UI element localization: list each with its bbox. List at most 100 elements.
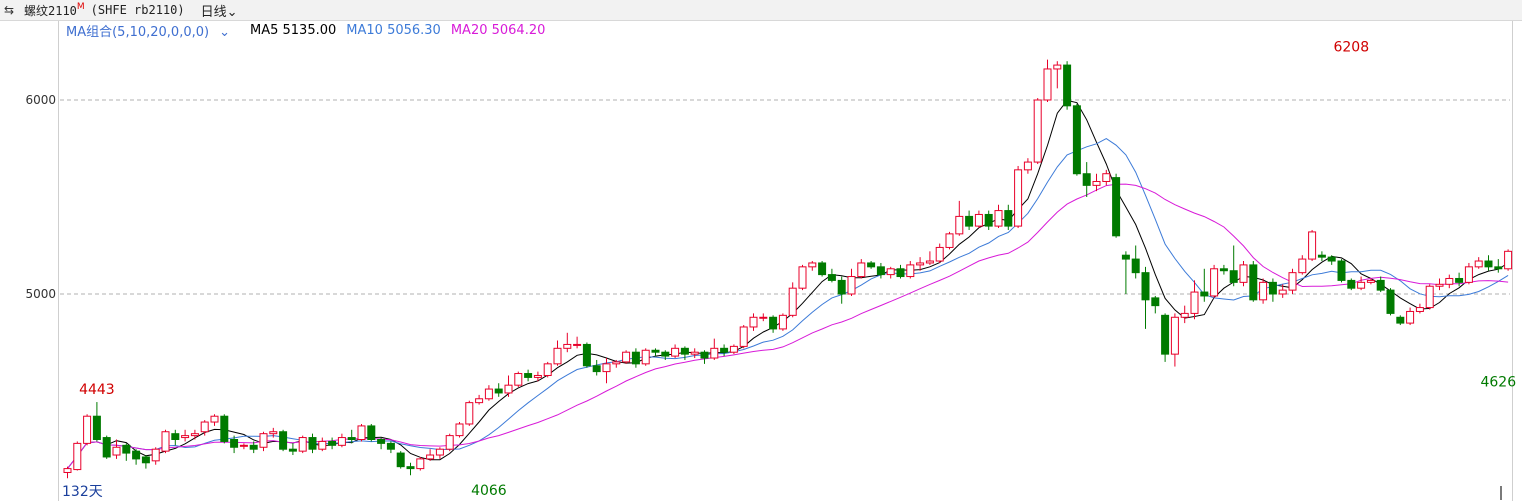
chevron-down-icon: ⌄ (219, 24, 230, 40)
candle-body (749, 316, 758, 328)
candle-body (1415, 307, 1424, 312)
candle-body (1494, 266, 1503, 270)
candle-body (1004, 210, 1013, 227)
candle-body (132, 450, 141, 460)
right-axis-line[interactable] (1512, 21, 1513, 501)
candle-body (690, 351, 699, 355)
candle-body (759, 316, 768, 319)
candle-body (141, 456, 150, 464)
candle-body (671, 347, 680, 357)
candle-body (925, 260, 934, 264)
candle-body (886, 268, 895, 276)
candle-body (396, 452, 405, 468)
instrument-code: (SHFE rb2110) (90, 3, 185, 17)
candle-body (1259, 281, 1268, 301)
candle-body (1406, 310, 1415, 324)
candle-body (1308, 231, 1317, 260)
candle-body (1014, 169, 1023, 227)
candle-body (1161, 314, 1170, 355)
candle-body (171, 433, 180, 440)
candle-body (1063, 64, 1072, 107)
candle-body (720, 347, 729, 353)
candle-body (965, 215, 974, 227)
ma20-value: MA20 5064.20 (450, 22, 546, 38)
candle-body (298, 437, 307, 452)
candle-body (543, 363, 552, 376)
price-annotation-4066: 4066 (471, 483, 507, 499)
candle-body (906, 264, 915, 278)
y-tick-label-5000: 5000 (25, 287, 56, 301)
candle-body (857, 262, 866, 278)
candle-body (92, 415, 101, 441)
candle-body (1347, 279, 1356, 289)
left-axis-line (58, 21, 59, 501)
candle-body (279, 431, 288, 450)
candle-body (994, 210, 1003, 227)
candle-body (739, 326, 748, 347)
candle-body (661, 351, 670, 357)
candle-body (1131, 258, 1140, 274)
ma-line-ma10 (67, 138, 1509, 469)
candle-body (984, 213, 993, 227)
scroll-handle[interactable] (1500, 486, 1502, 500)
candle-body (386, 442, 395, 450)
candle-body (582, 343, 591, 367)
candle-body (1023, 161, 1032, 171)
candle-body (73, 442, 82, 471)
candle-body (269, 431, 278, 435)
candle-body (318, 440, 327, 450)
candle-body (161, 431, 170, 452)
candle-body (827, 274, 836, 281)
candle-body (533, 374, 542, 378)
candle-body (63, 468, 72, 473)
ma-group-selector[interactable]: MA组合(5,10,20,0,0,0) ⌄ (66, 21, 240, 40)
candle-body (337, 437, 346, 446)
ma-group-label: MA组合(5,10,20,0,0,0) (66, 24, 210, 40)
candle-body (1072, 105, 1081, 175)
candle-body (1141, 272, 1150, 301)
candle-body (406, 466, 415, 470)
candle-body (210, 415, 219, 423)
candle-body (455, 423, 464, 437)
candle-body (1151, 297, 1160, 307)
candlestick-chart[interactable]: 5000 6000 4443 4066 6208 4626 (0, 21, 1522, 501)
chevron-down-icon: ⌄ (226, 4, 238, 20)
candle-body (651, 349, 660, 353)
swap-icon[interactable]: ⇆ (4, 3, 15, 17)
candle-body (622, 351, 631, 363)
candle-body (1445, 277, 1454, 285)
candle-body (1170, 316, 1179, 355)
candle-body (475, 398, 484, 404)
candle-body (484, 388, 493, 400)
candle-body (308, 437, 317, 450)
candle-body (514, 373, 523, 386)
ma-legend: MA组合(5,10,20,0,0,0) ⌄ MA5 5135.00 MA10 50… (66, 21, 555, 40)
candle-body (1249, 264, 1258, 301)
candle-body (592, 365, 601, 373)
candle-body (573, 343, 582, 346)
period-selector[interactable]: 日线⌄ (201, 1, 238, 20)
candle-body (83, 415, 92, 444)
instrument-name: 螺纹2110 (24, 3, 77, 18)
candle-body (1327, 256, 1336, 262)
candle-body (710, 347, 719, 359)
candle-body (426, 454, 435, 460)
candle-body (220, 415, 229, 442)
ma10-value: MA10 5056.30 (346, 22, 441, 38)
candle-body (788, 287, 797, 316)
candle-body (563, 343, 572, 349)
candle-body (896, 268, 905, 278)
candle-body (230, 439, 239, 448)
candle-body (1317, 254, 1326, 258)
candle-body (612, 361, 621, 365)
ma-line-ma20 (67, 183, 1509, 469)
candle-body (729, 345, 738, 353)
candle-body (1337, 260, 1346, 281)
candle-body (1268, 281, 1277, 295)
candle-body (945, 233, 954, 248)
candle-body (328, 440, 337, 446)
candle-body (504, 384, 513, 394)
candle-body (818, 262, 827, 276)
candle-body (798, 266, 807, 289)
candle-body (1210, 268, 1219, 297)
